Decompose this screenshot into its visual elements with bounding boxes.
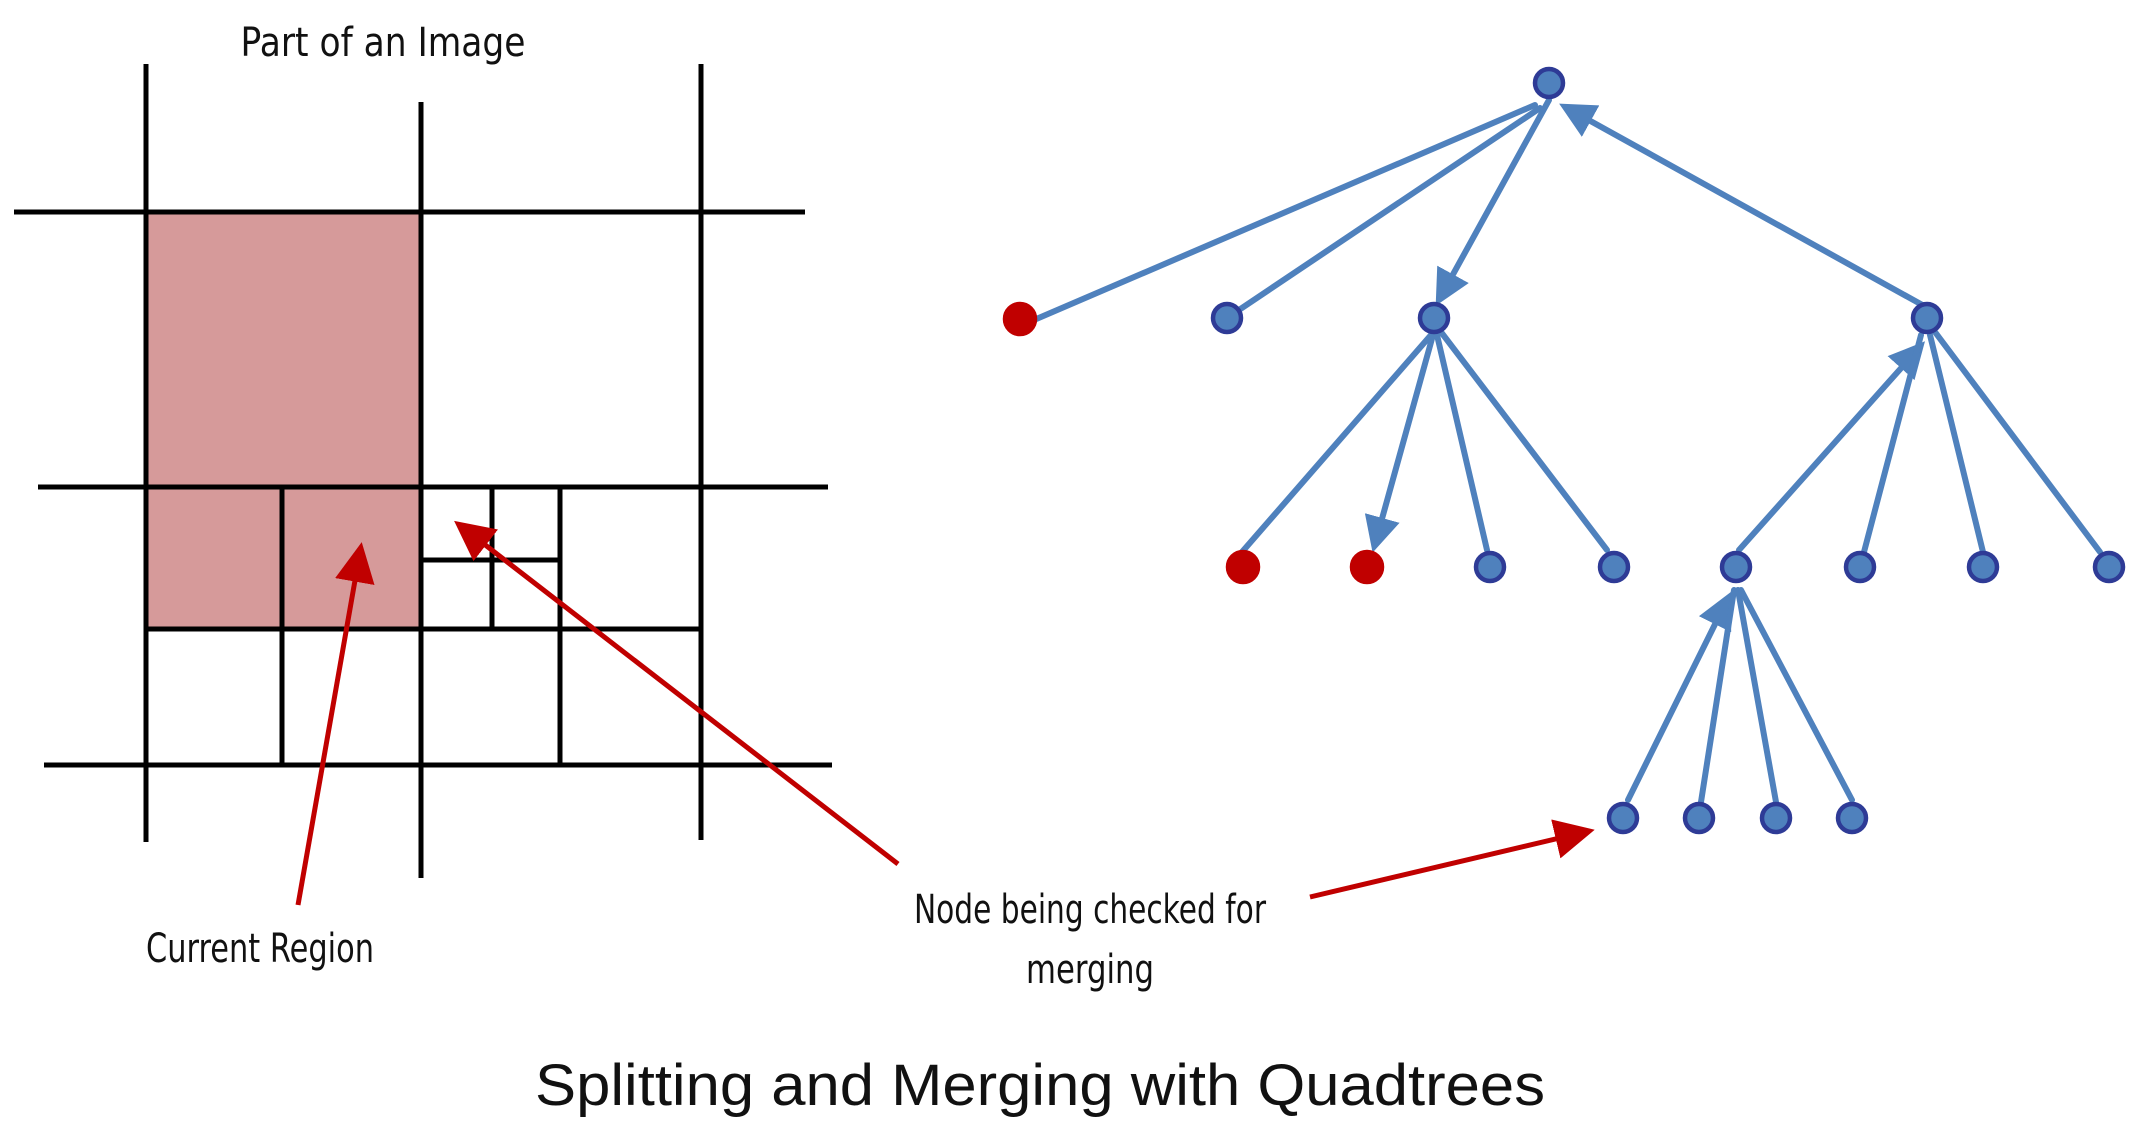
tree-edge [1735,587,1779,805]
tree-node-merged [1002,301,1038,337]
tree-edge [1364,332,1436,553]
tree-node [1210,301,1244,335]
tree-node [1843,550,1877,584]
tree-edge [1239,332,1434,555]
quadtree [1002,66,2126,835]
current-region-arrow [295,542,375,906]
figure-caption: Splitting and Merging with Quadtrees [535,1053,1545,1118]
tree-node [1835,801,1869,835]
tree-node [1966,550,2000,584]
tree-edge [1434,332,1490,553]
tree-edge [1738,587,1855,803]
tree-edge [1736,341,1925,553]
tree-edge [1435,97,1552,306]
merge-check-arrow-to-tree [1309,819,1595,900]
tree-edge [1438,329,1610,553]
tree-node [1682,801,1716,835]
tree-edge [1224,105,1543,321]
annotation-line-2: merging [1026,947,1154,993]
tree-node [2092,550,2126,584]
tree-edge [1559,103,1929,310]
grid-title: Part of an Image [241,20,526,66]
tree-node [1473,550,1507,584]
tree-node-merged [1349,549,1385,585]
tree-node [1597,550,1631,584]
tree-node [1719,550,1753,584]
tree-edge [1927,332,1986,555]
tree-edge [1932,329,2103,555]
tree-edge [1698,587,1737,805]
tree-edge [1625,591,1732,803]
tree-node-merged [1225,549,1261,585]
image-grid [14,64,832,878]
merge-check-arrow-to-grid [454,520,900,866]
current-region-label: Current Region [146,926,374,972]
tree-node [1417,301,1451,335]
tree-node [1759,801,1793,835]
tree-edge [1861,332,1924,555]
tree-node-root [1532,66,1566,100]
tree-node [1606,801,1640,835]
tree-node [1910,301,1944,335]
tree-edge [1017,102,1538,329]
annotation-line-1: Node being checked for [914,887,1266,933]
